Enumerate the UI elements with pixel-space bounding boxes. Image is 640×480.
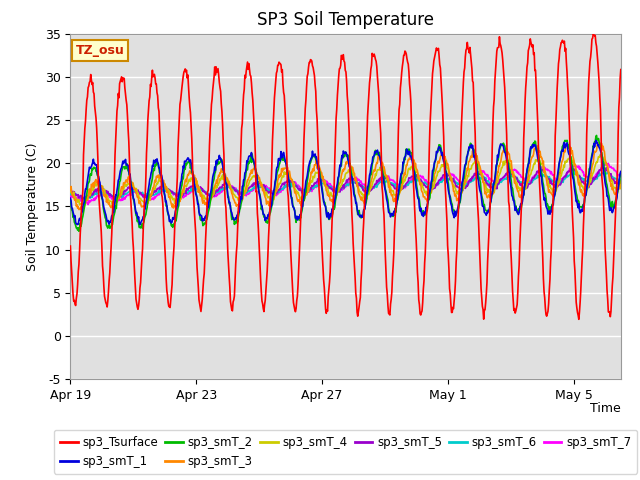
Text: Time: Time xyxy=(590,402,621,415)
Legend: sp3_Tsurface, sp3_smT_1, sp3_smT_2, sp3_smT_3, sp3_smT_4, sp3_smT_5, sp3_smT_6, : sp3_Tsurface, sp3_smT_1, sp3_smT_2, sp3_… xyxy=(54,430,637,474)
Text: TZ_osu: TZ_osu xyxy=(76,44,125,57)
Title: SP3 Soil Temperature: SP3 Soil Temperature xyxy=(257,11,434,29)
Y-axis label: Soil Temperature (C): Soil Temperature (C) xyxy=(26,142,39,271)
